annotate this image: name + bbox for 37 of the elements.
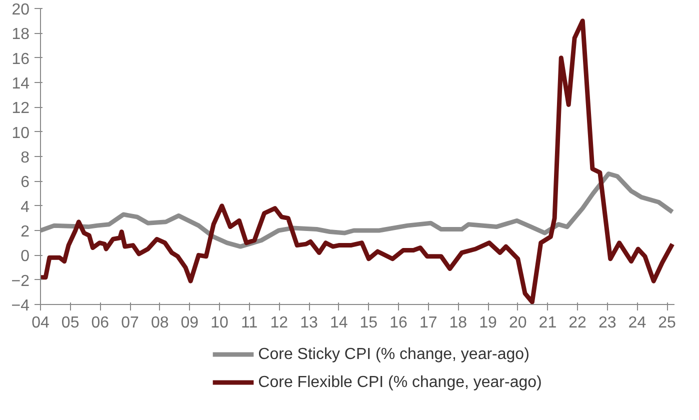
x-tick-label: 04	[32, 314, 50, 332]
y-tick-label: 14	[12, 76, 30, 92]
x-tick-label: 10	[210, 314, 229, 332]
x-tick-label: 22	[568, 314, 587, 332]
x-tick-label: 24	[628, 314, 646, 332]
y-tick-label: 12	[12, 100, 30, 118]
y-tick-label: −4	[11, 298, 30, 314]
x-tick-label: 14	[330, 314, 348, 332]
y-tick-label: 2	[20, 224, 30, 240]
legend-label: Core Sticky CPI (% change, year-ago)	[258, 346, 530, 363]
x-tick-label: 07	[121, 314, 140, 332]
x-tick-label: 16	[390, 314, 408, 332]
x-tick-label: 21	[538, 314, 557, 332]
y-tick-label: 18	[12, 26, 30, 44]
x-tick-label: 12	[270, 314, 288, 332]
x-tick-label: 25	[658, 314, 676, 332]
y-tick-label: 0	[20, 248, 30, 266]
x-tick-label: 23	[598, 314, 616, 332]
x-tick-label: 13	[300, 314, 318, 332]
x-tick-label: 17	[419, 314, 438, 332]
x-tick-label: 09	[180, 314, 199, 332]
y-tick-label: 4	[20, 198, 30, 216]
y-tick-label: −2	[11, 272, 30, 290]
x-tick-label: 06	[91, 314, 110, 332]
x-tick-label: 19	[479, 314, 498, 332]
x-tick-label: 18	[449, 314, 468, 332]
y-tick-label: 8	[20, 150, 30, 166]
x-tick-label: 11	[241, 314, 258, 332]
y-tick-label: 10	[12, 124, 30, 142]
x-tick-label: 20	[508, 314, 527, 332]
legend-label: Core Flexible CPI (% change, year-ago)	[258, 374, 542, 391]
x-tick-label: 05	[61, 314, 80, 332]
y-tick-label: 20	[12, 2, 30, 18]
y-tick-label: 6	[20, 174, 30, 192]
x-tick-label: 08	[150, 314, 169, 332]
y-tick-label: 16	[12, 50, 30, 68]
x-tick-label: 15	[360, 314, 378, 332]
